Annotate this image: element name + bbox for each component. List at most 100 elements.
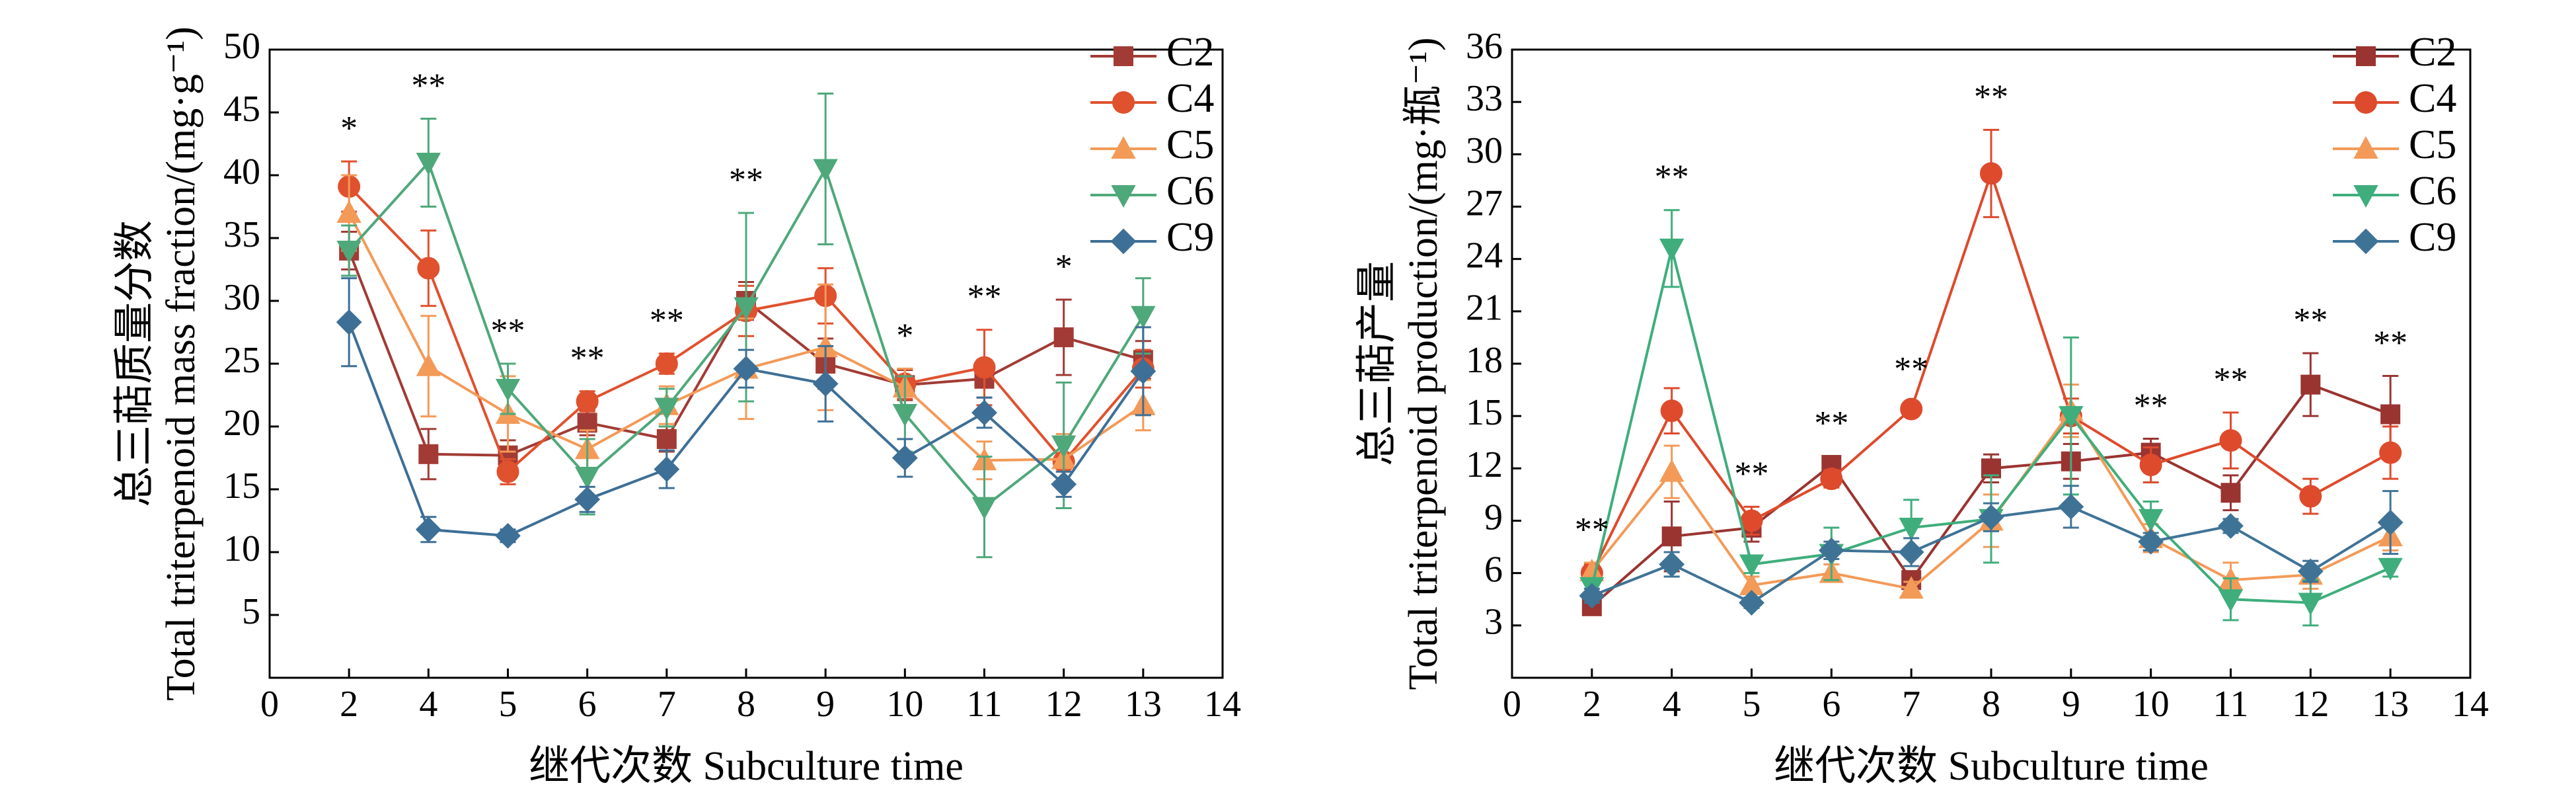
legend-label: C5 [1166, 122, 1214, 167]
marker [2220, 483, 2241, 503]
marker [971, 497, 997, 520]
legend-marker [2356, 46, 2376, 66]
legend-marker [2355, 91, 2377, 114]
marker [415, 516, 441, 543]
significance-label: ** [650, 302, 684, 340]
marker [2138, 508, 2164, 532]
marker [734, 297, 759, 320]
y-tick-label: 40 [223, 151, 260, 192]
marker [1900, 397, 1923, 421]
x-tick-label: 7 [658, 684, 676, 725]
marker [2377, 509, 2404, 536]
y-tick-label: 45 [223, 89, 260, 130]
marker [971, 399, 997, 426]
significance-label: * [1055, 248, 1073, 286]
marker [813, 159, 838, 182]
x-tick-label: 12 [2292, 684, 2329, 725]
significance-label: ** [570, 340, 605, 378]
y-tick-label: 25 [223, 340, 260, 381]
legend-marker [2353, 228, 2379, 255]
marker [2380, 404, 2401, 425]
marker [2379, 441, 2402, 464]
marker [2058, 493, 2084, 520]
marker [1130, 358, 1156, 384]
x-tick-label: 4 [1663, 684, 1681, 725]
marker [336, 309, 362, 335]
legend-label: C4 [1166, 76, 1214, 121]
legend-label: C9 [1166, 215, 1214, 260]
marker [2059, 406, 2084, 429]
y-tick-label: 50 [223, 26, 260, 67]
legend-label: C4 [2409, 76, 2456, 121]
marker [1131, 305, 1156, 329]
legend-label: C2 [2409, 30, 2456, 75]
marker [1739, 554, 1764, 577]
marker [576, 390, 599, 413]
marker [1659, 551, 1685, 577]
marker [733, 356, 759, 382]
marker [1740, 509, 1763, 532]
marker [1660, 399, 1683, 423]
marker [973, 356, 996, 379]
y-tick-label: 18 [1466, 340, 1503, 381]
x-tick-label: 14 [2452, 684, 2489, 725]
y-tick-label: 36 [1466, 26, 1503, 67]
significance-label: ** [2214, 361, 2248, 399]
marker [1659, 238, 1685, 261]
significance-label: ** [2373, 324, 2407, 362]
marker [2299, 485, 2322, 508]
x-tick-label: 12 [1045, 684, 1082, 725]
x-axis-label: 继代次数 Subculture time [1774, 744, 2209, 789]
marker [1978, 504, 2004, 530]
marker [336, 241, 361, 264]
x-tick-label: 0 [260, 684, 279, 725]
marker [2300, 374, 2321, 395]
legend-label: C6 [2409, 169, 2456, 214]
marker [1053, 327, 1074, 348]
significance-label: ** [491, 312, 525, 350]
y-tick-label: 10 [223, 528, 260, 569]
marker [574, 467, 600, 490]
x-tick-label: 2 [1583, 684, 1601, 725]
marker [2218, 513, 2244, 539]
y-axis-label: Total triterpenoid mass fraction/(mg·g⁻¹… [159, 26, 204, 701]
y-tick-label: 27 [1466, 183, 1503, 223]
significance-label: ** [1974, 78, 2008, 116]
marker [1051, 471, 1077, 497]
marker [336, 200, 361, 223]
legend-marker [1110, 228, 1137, 255]
significance-label: ** [2134, 387, 2168, 425]
x-tick-label: 8 [1982, 684, 2000, 725]
y-axis-label: Total triterpenoid production/(mg·瓶⁻¹) [1401, 37, 1446, 690]
significance-label: ** [1814, 405, 1848, 442]
y-tick-label: 24 [1466, 235, 1503, 276]
x-tick-label: 13 [1125, 684, 1162, 725]
marker [654, 397, 679, 421]
x-tick-label: 5 [499, 684, 517, 725]
marker [2138, 528, 2164, 555]
marker [416, 153, 441, 176]
x-tick-label: 6 [578, 684, 597, 725]
marker [892, 404, 918, 427]
legend-label: C9 [2409, 215, 2456, 260]
y-tick-label: 20 [223, 403, 260, 444]
marker [2219, 429, 2242, 452]
y-tick-label: 3 [1484, 602, 1503, 643]
marker [1820, 467, 1843, 491]
marker [1899, 518, 1924, 541]
legend-marker [1111, 136, 1136, 159]
marker [2298, 592, 2324, 616]
y-tick-label: 35 [223, 214, 260, 255]
x-tick-label: 13 [2372, 684, 2409, 725]
legend-marker [2353, 136, 2378, 159]
x-tick-label: 7 [1902, 684, 1920, 725]
y-tick-label: 6 [1484, 549, 1503, 590]
legend-label: C6 [1166, 169, 1214, 214]
marker [656, 429, 677, 449]
y-tick-label: 12 [1466, 444, 1503, 485]
significance-label: ** [2293, 302, 2328, 339]
y-tick-label: 15 [223, 466, 260, 507]
marker [574, 486, 601, 512]
y-tick-label: 9 [1484, 497, 1503, 538]
legend-label: C2 [1166, 30, 1214, 75]
